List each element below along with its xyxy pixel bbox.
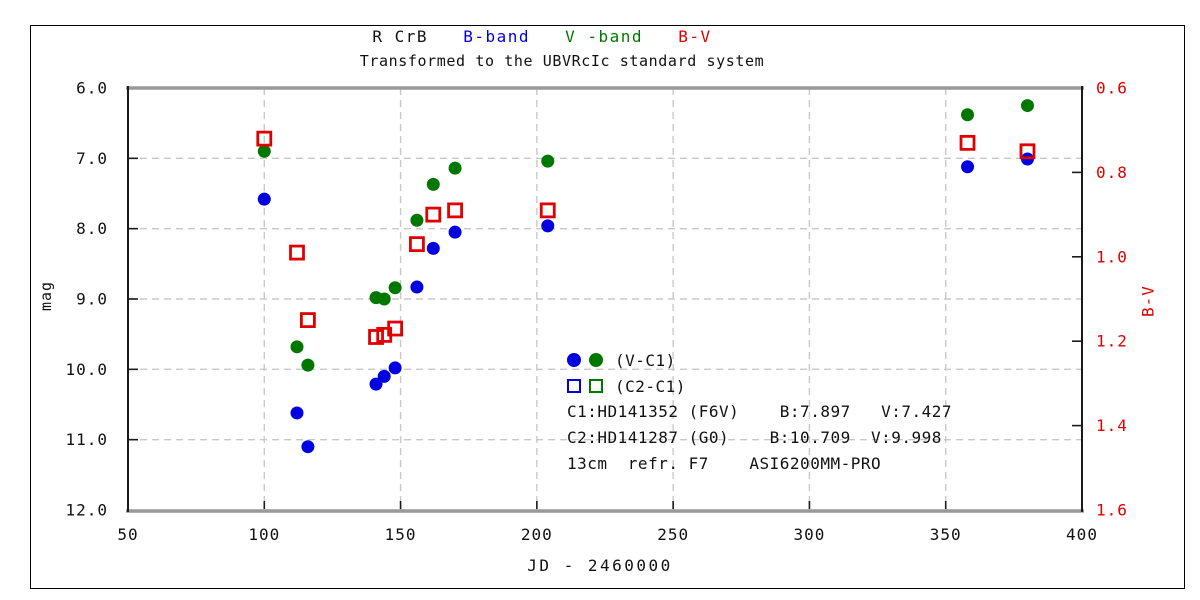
series-b-band-v-c1-	[257, 152, 1034, 454]
data-point	[257, 192, 271, 206]
svg-text:250: 250	[657, 525, 689, 544]
legend-row-vc1: (V-C1)	[567, 347, 952, 373]
svg-text:400: 400	[1066, 525, 1098, 544]
legend-b-circle-icon	[567, 353, 581, 367]
series-b-v-c2-c1-	[256, 130, 1036, 345]
data-point	[426, 241, 440, 255]
data-point	[961, 160, 975, 174]
legend-b-square-icon	[567, 379, 581, 393]
legend-v-circle-icon	[589, 353, 603, 367]
svg-text:350: 350	[930, 525, 962, 544]
x-axis-title: JD - 2460000	[527, 556, 673, 575]
svg-text:0.8: 0.8	[1096, 163, 1128, 182]
legend-equipment-info: 13cm refr. F7 ASI6200MM-PRO	[567, 454, 882, 473]
gridlines	[128, 88, 1082, 510]
data-point	[409, 236, 425, 253]
data-point	[368, 329, 384, 345]
svg-text:7.0: 7.0	[76, 149, 108, 168]
data-point	[539, 202, 556, 219]
data-point	[410, 213, 424, 227]
y-axis-title-mag: mag	[37, 280, 55, 312]
data-point	[426, 177, 440, 191]
legend-c1-info: C1:HD141352 (F6V) B:7.897 V:7.427	[567, 402, 953, 421]
data-point	[448, 225, 462, 239]
data-point	[448, 161, 462, 175]
data-point	[388, 361, 402, 375]
data-point	[541, 154, 555, 168]
svg-text:11.0: 11.0	[65, 430, 108, 449]
axis-ticks	[129, 157, 1081, 509]
y-left-tick-labels: 6.0 7.0 8.0 9.0 10.0 11.0 12.0	[65, 79, 108, 520]
svg-text:0.6: 0.6	[1096, 79, 1128, 98]
x-tick-labels: 50 100 150 200 250 300 350 400	[117, 525, 1098, 544]
legend-c2-info: C2:HD141287 (G0) B:10.709 V:9.998	[567, 428, 942, 447]
svg-text:10.0: 10.0	[65, 360, 108, 379]
title-bv: B-V	[678, 27, 712, 46]
data-point	[377, 292, 391, 306]
data-point	[290, 340, 304, 354]
svg-text:50: 50	[117, 525, 138, 544]
data-point	[256, 130, 273, 147]
svg-text:100: 100	[248, 525, 280, 544]
chart-subtitle: Transformed to the UBVRcIc standard syst…	[359, 52, 765, 70]
legend-vc1-label: (V-C1)	[615, 350, 676, 370]
data-point	[257, 144, 271, 158]
data-point	[299, 312, 316, 329]
svg-text:1.6: 1.6	[1096, 501, 1128, 520]
svg-text:6.0: 6.0	[76, 79, 108, 98]
svg-text:200: 200	[521, 525, 553, 544]
data-point	[959, 134, 976, 151]
data-point	[447, 202, 463, 219]
data-point	[1019, 143, 1036, 160]
data-point	[410, 280, 424, 294]
data-point	[388, 281, 402, 295]
data-point	[290, 406, 304, 420]
data-point	[1020, 99, 1034, 113]
y-right-tick-labels: 0.6 0.8 1.0 1.2 1.4 1.6	[1096, 79, 1128, 520]
svg-text:150: 150	[385, 525, 417, 544]
data-point	[301, 358, 315, 372]
plot-frame	[126, 86, 1084, 513]
data-point	[289, 244, 305, 261]
svg-text:1.2: 1.2	[1096, 332, 1128, 351]
data-point	[425, 206, 442, 223]
chart-frame	[30, 25, 1185, 589]
data-point	[541, 219, 555, 233]
svg-text:12.0: 12.0	[65, 501, 108, 520]
data-point	[961, 108, 975, 122]
chart-title: R CrB B-band V -band B-V	[360, 27, 723, 46]
svg-text:1.0: 1.0	[1096, 247, 1128, 266]
data-point	[387, 320, 404, 337]
svg-text:1.4: 1.4	[1096, 416, 1128, 435]
title-v-band: V -band	[565, 27, 644, 46]
title-object: R CrB	[372, 27, 429, 46]
svg-text:8.0: 8.0	[76, 219, 108, 238]
legend: (V-C1) (C2-C1) C1:HD141352 (F6V) B:7.897…	[567, 347, 952, 477]
series-v-band-v-c1-	[257, 99, 1034, 372]
legend-c2c1-label: (C2-C1)	[615, 376, 686, 396]
legend-row-c2c1: (C2-C1)	[567, 373, 952, 399]
data-point	[301, 440, 315, 454]
title-b-band: B-band	[463, 27, 530, 46]
data-point	[377, 369, 391, 383]
y-axis-title-bv: B-V	[1138, 285, 1158, 317]
svg-text:9.0: 9.0	[76, 290, 108, 309]
svg-text:300: 300	[793, 525, 825, 544]
legend-v-square-icon	[589, 379, 603, 393]
data-point	[369, 377, 383, 391]
